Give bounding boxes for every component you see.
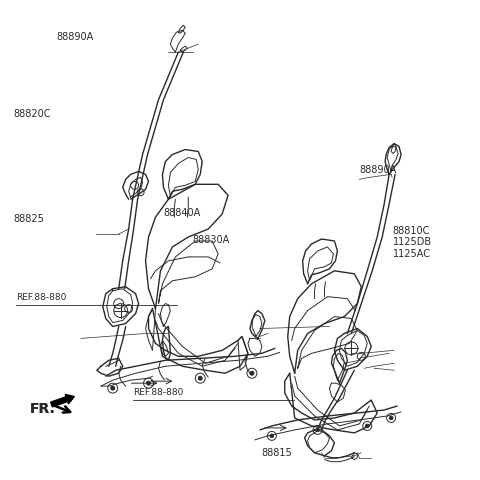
Text: 88840A: 88840A <box>164 207 201 217</box>
Text: REF.88-880: REF.88-880 <box>132 387 183 396</box>
Text: 1125DB: 1125DB <box>393 237 432 247</box>
Text: 1125AC: 1125AC <box>393 248 431 258</box>
Text: FR.: FR. <box>30 401 56 415</box>
Circle shape <box>250 372 254 375</box>
Circle shape <box>389 416 393 420</box>
Text: 88815: 88815 <box>262 447 292 457</box>
Text: REF.88-880: REF.88-880 <box>16 293 66 302</box>
Text: 88890A: 88890A <box>56 32 94 42</box>
Circle shape <box>146 382 151 385</box>
Text: FR.: FR. <box>30 401 56 415</box>
Circle shape <box>270 434 274 438</box>
Text: 88810C: 88810C <box>393 226 430 236</box>
Circle shape <box>198 376 202 380</box>
Text: 88830A: 88830A <box>192 235 229 245</box>
Circle shape <box>365 424 369 428</box>
Circle shape <box>316 428 319 432</box>
Text: 88825: 88825 <box>13 214 44 224</box>
FancyArrow shape <box>51 395 74 407</box>
Text: 88890A: 88890A <box>360 164 396 174</box>
Text: 88820C: 88820C <box>13 108 51 119</box>
Circle shape <box>111 386 115 390</box>
